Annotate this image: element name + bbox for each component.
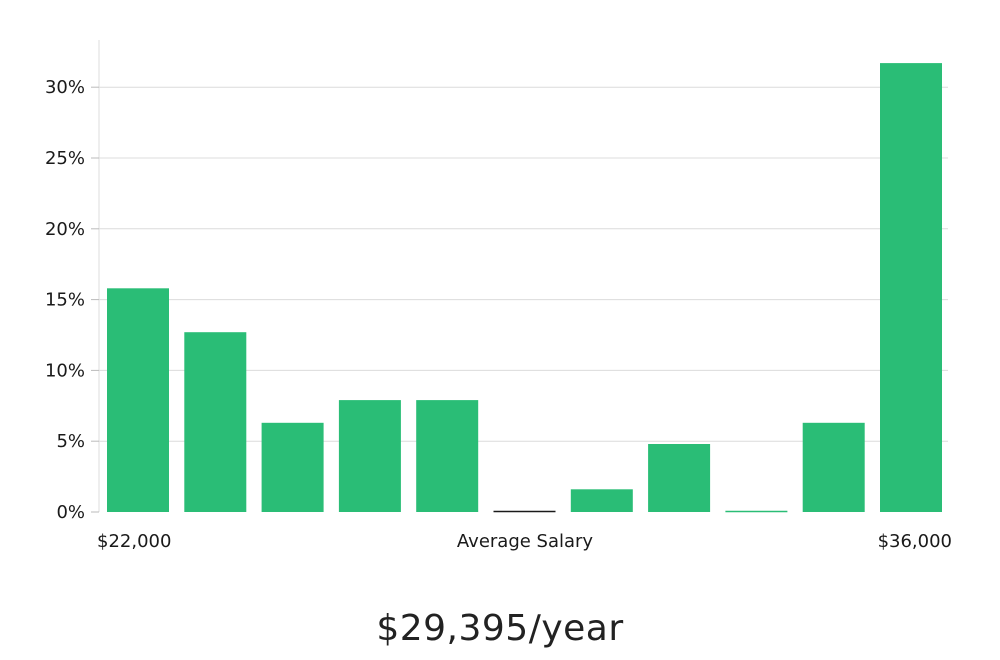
y-tick-label: 15% (45, 290, 85, 311)
y-tick-label: 20% (45, 219, 85, 240)
bar (570, 489, 633, 512)
bar (802, 422, 865, 512)
salary-histogram: 0% 5% 10% 15% 20% 25% 30% $22,000 Average Sala… (45, 40, 952, 552)
y-tick-label: 25% (45, 148, 85, 169)
average-salary-headline: $29,395/year (376, 608, 624, 649)
bar (338, 400, 401, 512)
bar (880, 63, 942, 512)
y-tick-label: 0% (56, 502, 85, 523)
y-tick-labels: 0% 5% 10% 15% 20% 25% 30% (45, 77, 99, 523)
bar (261, 422, 324, 512)
y-tick-label: 30% (45, 77, 85, 98)
bar (416, 400, 479, 512)
bar (648, 444, 711, 512)
bars (107, 63, 942, 513)
bar (184, 332, 247, 512)
bar (107, 288, 169, 512)
x-axis-title: Average Salary (457, 531, 594, 552)
x-max-label: $36,000 (878, 531, 952, 552)
y-tick-label: 10% (45, 360, 85, 381)
y-tick-label: 5% (56, 431, 85, 452)
x-min-label: $22,000 (97, 531, 171, 552)
